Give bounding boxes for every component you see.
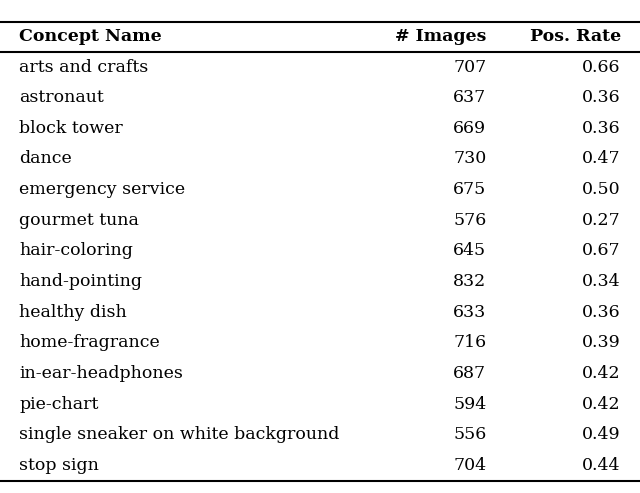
Text: in-ear-headphones: in-ear-headphones — [19, 365, 183, 382]
Text: 576: 576 — [453, 212, 486, 229]
Text: 556: 556 — [453, 426, 486, 443]
Text: 832: 832 — [453, 273, 486, 290]
Text: 637: 637 — [453, 89, 486, 106]
Text: single sneaker on white background: single sneaker on white background — [19, 426, 340, 443]
Text: 0.39: 0.39 — [582, 334, 621, 352]
Text: 675: 675 — [453, 181, 486, 198]
Text: 0.36: 0.36 — [582, 120, 621, 137]
Text: 707: 707 — [453, 59, 486, 75]
Text: hair-coloring: hair-coloring — [19, 243, 133, 259]
Text: hand-pointing: hand-pointing — [19, 273, 142, 290]
Text: 0.34: 0.34 — [582, 273, 621, 290]
Text: 0.36: 0.36 — [582, 304, 621, 320]
Text: stop sign: stop sign — [19, 457, 99, 474]
Text: 0.50: 0.50 — [582, 181, 621, 198]
Text: 687: 687 — [453, 365, 486, 382]
Text: block tower: block tower — [19, 120, 123, 137]
Text: dance: dance — [19, 150, 72, 168]
Text: 0.36: 0.36 — [582, 89, 621, 106]
Text: 0.42: 0.42 — [582, 365, 621, 382]
Text: 730: 730 — [453, 150, 486, 168]
Text: pie-chart: pie-chart — [19, 395, 99, 413]
Text: Pos. Rate: Pos. Rate — [529, 29, 621, 45]
Text: # Images: # Images — [395, 29, 486, 45]
Text: healthy dish: healthy dish — [19, 304, 127, 320]
Text: 0.67: 0.67 — [582, 243, 621, 259]
Text: emergency service: emergency service — [19, 181, 186, 198]
Text: Concept Name: Concept Name — [19, 29, 162, 45]
Text: 0.66: 0.66 — [582, 59, 621, 75]
Text: 0.47: 0.47 — [582, 150, 621, 168]
Text: 0.27: 0.27 — [582, 212, 621, 229]
Text: astronaut: astronaut — [19, 89, 104, 106]
Text: 0.42: 0.42 — [582, 395, 621, 413]
Text: 594: 594 — [453, 395, 486, 413]
Text: 704: 704 — [453, 457, 486, 474]
Text: gourmet tuna: gourmet tuna — [19, 212, 139, 229]
Text: 633: 633 — [453, 304, 486, 320]
Text: 0.49: 0.49 — [582, 426, 621, 443]
Text: 0.44: 0.44 — [582, 457, 621, 474]
Text: arts and crafts: arts and crafts — [19, 59, 148, 75]
Text: 669: 669 — [453, 120, 486, 137]
Text: home-fragrance: home-fragrance — [19, 334, 160, 352]
Text: 716: 716 — [453, 334, 486, 352]
Text: 645: 645 — [453, 243, 486, 259]
